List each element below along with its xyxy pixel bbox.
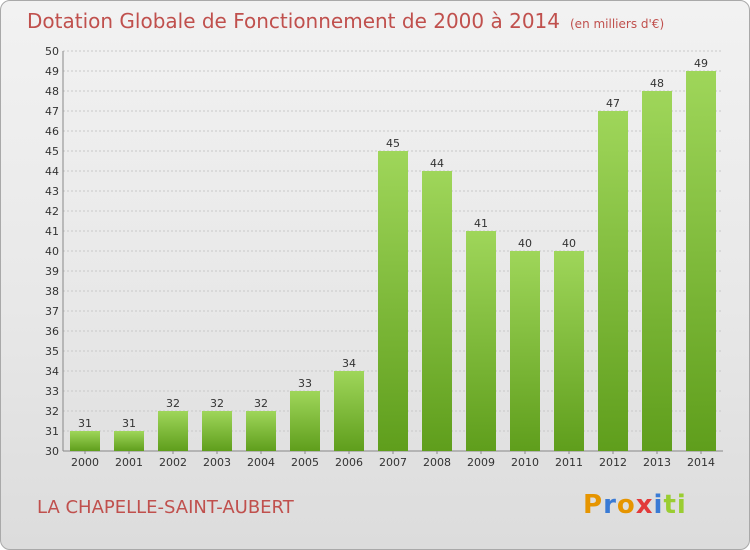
- y-tick-label: 45: [45, 145, 59, 158]
- x-tick-label: 2006: [335, 456, 363, 469]
- logo-letter: r: [603, 490, 617, 520]
- bar-2014: [686, 71, 716, 451]
- y-tick-label: 43: [45, 185, 59, 198]
- logo-letter: t: [663, 490, 677, 520]
- y-tick-label: 31: [45, 425, 59, 438]
- value-label: 41: [474, 217, 488, 230]
- value-label: 31: [122, 417, 136, 430]
- bar-2010: [510, 251, 540, 451]
- bar-2009: [466, 231, 496, 451]
- value-label: 44: [430, 157, 444, 170]
- y-tick-label: 30: [45, 445, 59, 458]
- bar-2013: [642, 91, 672, 451]
- y-tick-label: 35: [45, 345, 59, 358]
- bar-2003: [202, 411, 232, 451]
- bar-2012: [598, 111, 628, 451]
- x-tick-label: 2003: [203, 456, 231, 469]
- y-tick-label: 32: [45, 405, 59, 418]
- value-label: 45: [386, 137, 400, 150]
- x-tick-label: 2002: [159, 456, 187, 469]
- x-tick-label: 2007: [379, 456, 407, 469]
- value-label: 32: [210, 397, 224, 410]
- x-tick-label: 2013: [643, 456, 671, 469]
- value-label: 47: [606, 97, 620, 110]
- value-label: 32: [254, 397, 268, 410]
- proxiti-logo[interactable]: Proxiti: [583, 490, 687, 520]
- value-label: 40: [562, 237, 576, 250]
- bar-2005: [290, 391, 320, 451]
- bar-2008: [422, 171, 452, 451]
- value-label: 49: [694, 57, 708, 70]
- y-tick-label: 46: [45, 125, 59, 138]
- logo-letter: i: [653, 490, 664, 520]
- x-tick-label: 2000: [71, 456, 99, 469]
- x-tick-label: 2005: [291, 456, 319, 469]
- bars: [70, 71, 716, 451]
- value-label: 31: [78, 417, 92, 430]
- x-tick-label: 2008: [423, 456, 451, 469]
- chart-subtitle: (en milliers d'€): [570, 17, 665, 31]
- commune-name: LA CHAPELLE-SAINT-AUBERT: [37, 497, 294, 518]
- bar-2007: [378, 151, 408, 451]
- y-tick-labels: 30 31 32 33 34 35 36 37 38 39 40 41 42 43 44 45 46 47 48 49…: [45, 45, 59, 458]
- logo-letter: x: [635, 490, 654, 520]
- y-tick-label: 36: [45, 325, 59, 338]
- chart-title: Dotation Globale de Fonctionnement de 20…: [27, 9, 664, 33]
- logo-letter: i: [676, 490, 687, 520]
- bar-2000: [70, 431, 100, 451]
- x-tick-labels: 2000 2001 2002 2003 2004 2005 2006 2007 2008 2009…: [71, 456, 715, 469]
- y-tick-label: 39: [45, 265, 59, 278]
- y-tick-label: 48: [45, 85, 59, 98]
- bar-2006: [334, 371, 364, 451]
- bar-2002: [158, 411, 188, 451]
- value-label: 40: [518, 237, 532, 250]
- x-tick-label: 2014: [687, 456, 715, 469]
- y-tick-label: 38: [45, 285, 59, 298]
- y-tick-label: 37: [45, 305, 59, 318]
- y-tick-label: 41: [45, 225, 59, 238]
- y-tick-label: 47: [45, 105, 59, 118]
- y-tick-label: 40: [45, 245, 59, 258]
- value-label: 34: [342, 357, 356, 370]
- logo-letter: o: [616, 490, 636, 520]
- value-label: 48: [650, 77, 664, 90]
- value-label: 32: [166, 397, 180, 410]
- x-tick-label: 2004: [247, 456, 275, 469]
- value-label: 33: [298, 377, 312, 390]
- y-tick-label: 33: [45, 385, 59, 398]
- bar-2001: [114, 431, 144, 451]
- x-tick-label: 2010: [511, 456, 539, 469]
- bar-2011: [554, 251, 584, 451]
- value-labels: 31 31 32 32 32 33 34 45 44 41 40 40 47 48 49: [78, 57, 708, 430]
- logo-letter: P: [583, 490, 604, 520]
- bar-2004: [246, 411, 276, 451]
- x-tick-label: 2009: [467, 456, 495, 469]
- y-tick-label: 44: [45, 165, 59, 178]
- chart-title-text: Dotation Globale de Fonctionnement de 20…: [27, 9, 560, 33]
- x-tick-label: 2001: [115, 456, 143, 469]
- y-tick-label: 50: [45, 45, 59, 58]
- x-tick-label: 2012: [599, 456, 627, 469]
- y-tick-label: 49: [45, 65, 59, 78]
- y-tick-label: 42: [45, 205, 59, 218]
- x-tick-label: 2011: [555, 456, 583, 469]
- y-tick-label: 34: [45, 365, 59, 378]
